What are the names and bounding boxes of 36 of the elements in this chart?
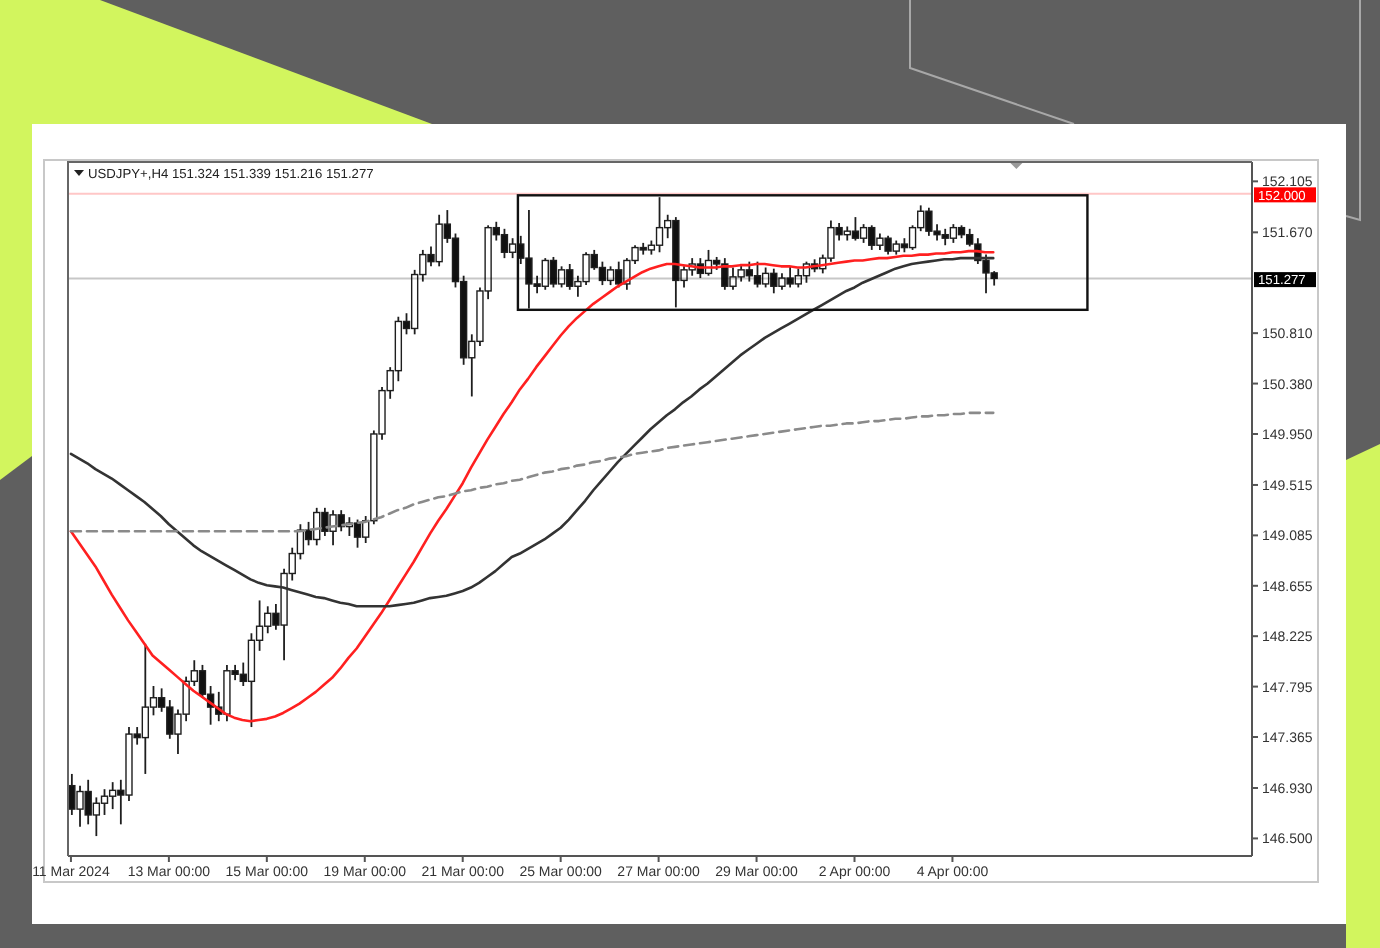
candlestick (76, 784, 84, 828)
candlestick (770, 267, 778, 295)
candlestick (557, 265, 566, 289)
candlestick (264, 605, 272, 635)
candlestick (745, 260, 754, 283)
candlestick (141, 642, 150, 775)
candlestick (794, 267, 802, 289)
candlestick (100, 788, 109, 816)
candlestick (435, 213, 443, 268)
candlestick (525, 209, 533, 310)
candlestick (500, 227, 509, 260)
candlestick (721, 257, 729, 291)
candlestick (655, 196, 664, 254)
candlestick (949, 223, 958, 244)
candlestick (786, 265, 794, 289)
candlestick (851, 216, 860, 242)
candlestick (247, 632, 256, 728)
candlestick (598, 260, 607, 286)
candlestick (729, 266, 737, 291)
candlestick (353, 518, 362, 549)
candlestick (549, 256, 558, 289)
candlestick (606, 265, 615, 286)
candlestick (92, 796, 101, 837)
candlestick (566, 263, 574, 291)
candlestick (541, 257, 549, 291)
candlestick (884, 234, 892, 256)
candlestick (753, 260, 762, 289)
candlestick (868, 224, 876, 251)
candlestick (761, 266, 770, 289)
candlestick (321, 506, 329, 537)
candlestick (223, 664, 231, 723)
candlestick (859, 223, 868, 244)
candlestick (925, 206, 933, 237)
candlestick (508, 237, 517, 260)
candlestick (108, 781, 117, 811)
candlestick (329, 509, 337, 547)
